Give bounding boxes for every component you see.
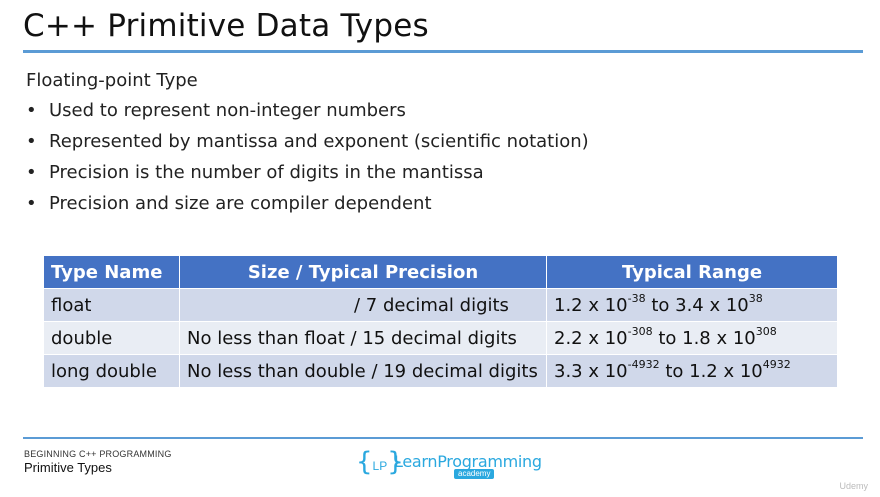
- logo-tag: academy: [454, 469, 495, 479]
- data-types-table: Type Name Size / Typical Precision Typic…: [44, 256, 838, 387]
- cell-range: 1.2 x 10-38 to 3.4 x 1038: [546, 288, 838, 322]
- title-divider: [23, 50, 863, 53]
- range-low: 3.3 x 10: [554, 361, 628, 382]
- course-name: BEGINNING C++ PROGRAMMING: [24, 449, 172, 459]
- bullet-item: Used to represent non-integer numbers: [26, 99, 589, 130]
- slide-title: C++ Primitive Data Types: [23, 8, 429, 44]
- range-high-exponent: 308: [755, 325, 777, 338]
- cell-type: float: [44, 288, 180, 322]
- cell-range: 3.3 x 10-4932 to 1.2 x 104932: [546, 354, 838, 387]
- cell-precision: No less than float / 15 decimal digits: [179, 321, 547, 355]
- cell-type: double: [44, 321, 180, 355]
- range-low-exponent: -308: [627, 325, 653, 338]
- table-header-row: Type Name Size / Typical Precision Typic…: [44, 256, 838, 289]
- header-precision: Size / Typical Precision: [179, 256, 547, 289]
- footer-divider: [23, 437, 863, 439]
- learnprogramming-logo: {LP} LearnProgramming academy: [356, 447, 542, 479]
- range-low: 2.2 x 10: [554, 328, 628, 349]
- table-row: long double No less than double / 19 dec…: [44, 354, 838, 387]
- cell-precision: No less than double / 19 decimal digits: [179, 354, 547, 387]
- range-low-exponent: -38: [627, 292, 646, 305]
- range-high-exponent: 38: [748, 292, 763, 305]
- bullet-item: Precision and size are compiler dependen…: [26, 192, 589, 223]
- cell-precision: / 7 decimal digits: [179, 288, 547, 322]
- header-range: Typical Range: [546, 256, 838, 289]
- section-name: Primitive Types: [24, 460, 112, 475]
- logo-name: LearnProgramming: [394, 452, 542, 471]
- bullet-item: Represented by mantissa and exponent (sc…: [26, 130, 589, 161]
- logo-bracket-close: }: [387, 447, 404, 477]
- cell-type: long double: [44, 354, 180, 387]
- range-low: 1.2 x 10: [554, 295, 628, 316]
- cell-range: 2.2 x 10-308 to 1.8 x 10308: [546, 321, 838, 355]
- bullet-list: Used to represent non-integer numbers Re…: [26, 99, 589, 223]
- range-to: to 3.4 x 10: [645, 295, 749, 316]
- table-row: float / 7 decimal digits 1.2 x 10-38 to …: [44, 288, 838, 322]
- bullet-item: Precision is the number of digits in the…: [26, 161, 589, 192]
- range-to: to 1.8 x 10: [652, 328, 756, 349]
- logo-lp: LP: [372, 459, 388, 473]
- table-row: double No less than float / 15 decimal d…: [44, 321, 838, 355]
- header-type-name: Type Name: [44, 256, 180, 289]
- subheading: Floating-point Type: [26, 70, 198, 91]
- range-high-exponent: 4932: [762, 358, 791, 371]
- range-low-exponent: -4932: [627, 358, 660, 371]
- logo-bracket-open: {: [356, 447, 373, 477]
- range-to: to 1.2 x 10: [659, 361, 763, 382]
- udemy-watermark: Udemy: [839, 481, 868, 491]
